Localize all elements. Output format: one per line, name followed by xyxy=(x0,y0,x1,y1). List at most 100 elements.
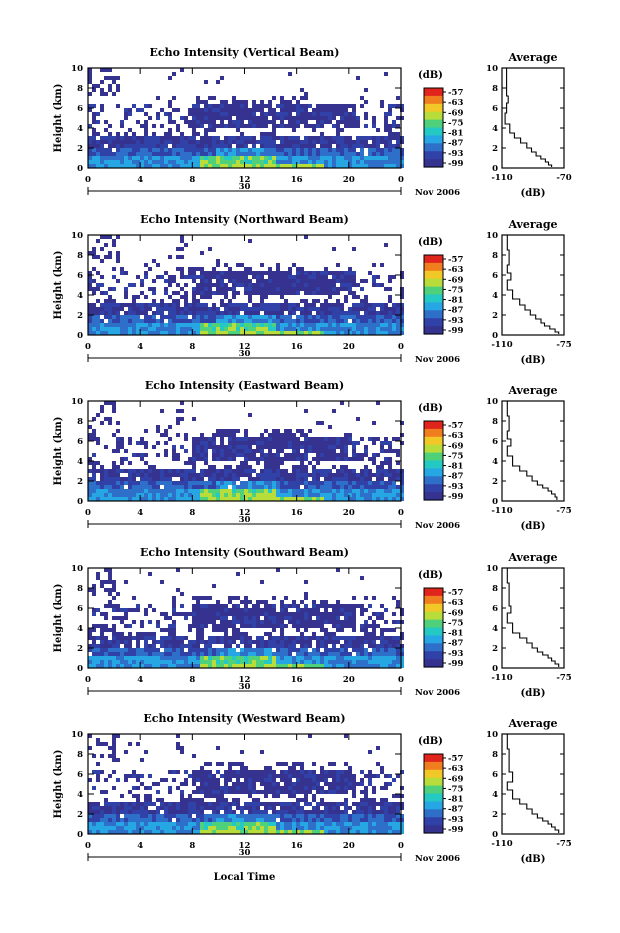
heatmap-cell xyxy=(332,770,336,774)
heatmap-cell xyxy=(216,433,220,437)
heatmap-cell xyxy=(256,323,260,327)
date-day: 30 xyxy=(239,682,251,692)
heatmap-cell xyxy=(220,648,224,652)
heatmap-cell xyxy=(212,636,216,640)
heatmap-cell xyxy=(92,136,96,140)
heatmap-cell xyxy=(324,315,328,319)
heatmap-cell xyxy=(212,660,216,664)
heatmap-cell xyxy=(152,156,156,160)
heatmap-cell xyxy=(136,140,140,144)
heatmap-cell xyxy=(304,648,308,652)
heatmap-cell xyxy=(308,307,312,311)
heatmap-cell xyxy=(312,632,316,636)
heatmap-cell xyxy=(244,449,248,453)
heatmap-cell xyxy=(324,449,328,453)
heatmap-cell xyxy=(376,774,380,778)
heatmap-cell xyxy=(280,600,284,604)
heatmap-cell xyxy=(304,596,308,600)
heatmap-cell xyxy=(244,604,248,608)
heatmap-cell xyxy=(340,770,344,774)
heatmap-cell xyxy=(132,140,136,144)
heatmap-cell xyxy=(96,441,100,445)
heatmap-cell xyxy=(236,636,240,640)
heatmap-cell xyxy=(200,295,204,299)
heatmap-cell xyxy=(340,477,344,481)
heatmap-cell xyxy=(328,449,332,453)
heatmap-cell xyxy=(296,465,300,469)
heatmap-cell xyxy=(280,108,284,112)
heatmap-cell xyxy=(156,425,160,429)
heatmap-cell xyxy=(216,489,220,493)
heatmap-cell xyxy=(176,303,180,307)
x-tick-label: 4 xyxy=(137,175,143,185)
heatmap-cell xyxy=(276,148,280,152)
heatmap-cell xyxy=(288,144,292,148)
heatmap-cell xyxy=(268,766,272,770)
heatmap-cell xyxy=(176,255,180,259)
heatmap-cell xyxy=(288,445,292,449)
heatmap-cell xyxy=(168,497,172,501)
heatmap-cell xyxy=(384,287,388,291)
heatmap-cell xyxy=(204,774,208,778)
heatmap-cell xyxy=(128,493,132,497)
heatmap-cell xyxy=(368,640,372,644)
heatmap-cell xyxy=(360,782,364,786)
heatmap-cell xyxy=(220,441,224,445)
heatmap-cell xyxy=(100,152,104,156)
heatmap-cell xyxy=(136,644,140,648)
heatmap-cell xyxy=(240,608,244,612)
heatmap-cell xyxy=(228,152,232,156)
heatmap-cell xyxy=(352,445,356,449)
heatmap-cell xyxy=(112,405,116,409)
heatmap-cell xyxy=(320,770,324,774)
heatmap-cell xyxy=(168,279,172,283)
heatmap-cell xyxy=(108,774,112,778)
heatmap-cell xyxy=(268,136,272,140)
heatmap-cell xyxy=(204,132,208,136)
heatmap-cell xyxy=(204,778,208,782)
heatmap-cell xyxy=(248,140,252,144)
heatmap-cell xyxy=(92,315,96,319)
heatmap-cell xyxy=(276,164,280,168)
heatmap-cell xyxy=(176,291,180,295)
heatmap-cell xyxy=(280,786,284,790)
heatmap-cell xyxy=(148,652,152,656)
heatmap-cell xyxy=(388,656,392,660)
heatmap-cell xyxy=(176,148,180,152)
heatmap-cell xyxy=(236,271,240,275)
heatmap-cell xyxy=(380,648,384,652)
heatmap-cell xyxy=(240,652,244,656)
heatmap-cell xyxy=(280,774,284,778)
heatmap-cell xyxy=(388,445,392,449)
heatmap-cell xyxy=(188,656,192,660)
heatmap-cell xyxy=(264,774,268,778)
heatmap-cell xyxy=(180,481,184,485)
heatmap-cell xyxy=(228,465,232,469)
heatmap-cell xyxy=(396,307,400,311)
heatmap-cell xyxy=(176,247,180,251)
heatmap-cell xyxy=(352,628,356,632)
heatmap-cell xyxy=(380,786,384,790)
heatmap-cell xyxy=(268,461,272,465)
heatmap-cell xyxy=(240,437,244,441)
heatmap-cell xyxy=(180,239,184,243)
heatmap-cell xyxy=(164,307,168,311)
heatmap-cell xyxy=(388,299,392,303)
x-tick-label: 20 xyxy=(343,342,355,352)
heatmap-cell xyxy=(312,497,316,501)
heatmap-cell xyxy=(224,116,228,120)
heatmap-cell xyxy=(388,485,392,489)
heatmap-cell xyxy=(316,453,320,457)
heatmap-cell xyxy=(172,445,176,449)
heatmap-cell xyxy=(292,782,296,786)
heatmap-cell xyxy=(360,140,364,144)
heatmap-cell xyxy=(252,140,256,144)
heatmap-cell xyxy=(296,267,300,271)
heatmap-cell xyxy=(332,409,336,413)
heatmap-cell xyxy=(224,652,228,656)
heatmap-cell xyxy=(132,136,136,140)
heatmap-cell xyxy=(332,307,336,311)
heatmap-cell xyxy=(204,644,208,648)
heatmap-cell xyxy=(112,267,116,271)
heatmap-cell xyxy=(356,481,360,485)
